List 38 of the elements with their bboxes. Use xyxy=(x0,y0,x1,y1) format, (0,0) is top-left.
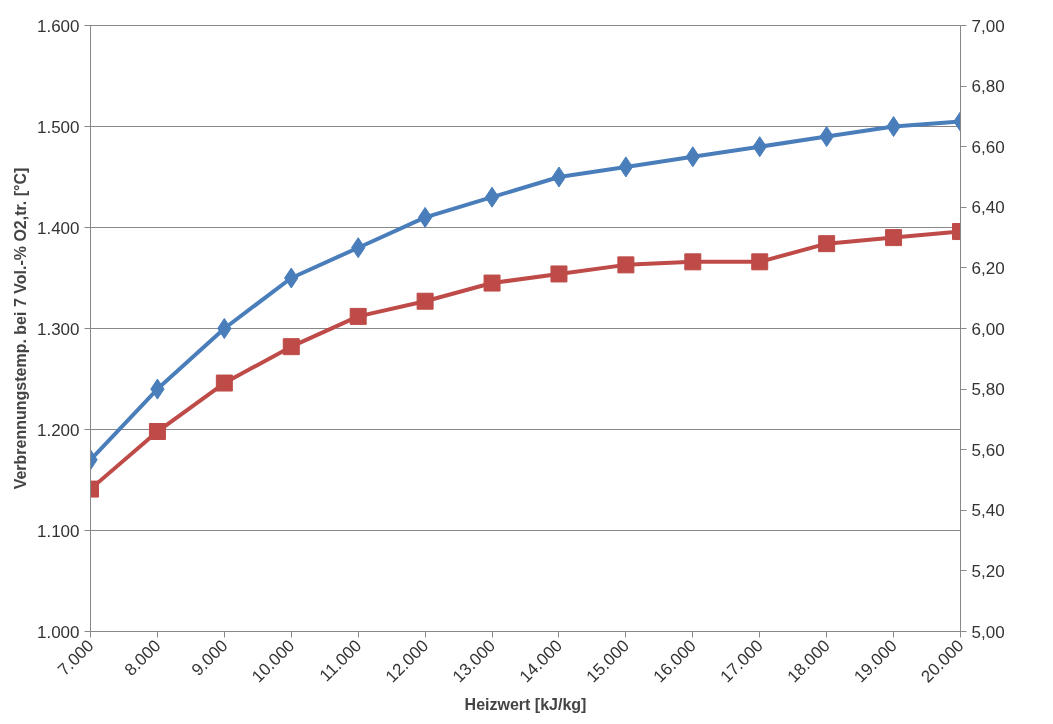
y2-tick-label: 6,40 xyxy=(971,198,1005,218)
y2-tick-label: 5,60 xyxy=(971,440,1005,460)
x-axis-title: Heizwert [kJ/kg] xyxy=(464,695,587,713)
point xyxy=(215,374,233,392)
y2-tick-label: 5,40 xyxy=(971,501,1005,521)
y2-tick-label: 6,00 xyxy=(971,319,1005,339)
y2-tick-label: 6,80 xyxy=(971,77,1005,97)
point xyxy=(886,116,901,137)
point xyxy=(282,338,300,356)
point xyxy=(484,186,500,208)
y2-tick-label: 7,00 xyxy=(971,16,1005,36)
point xyxy=(217,318,232,339)
point xyxy=(684,253,702,271)
y2-tick-label: 5,80 xyxy=(971,380,1005,400)
y-tick-label: 1.300 xyxy=(36,319,80,339)
y-tick-label: 1.600 xyxy=(36,16,80,36)
y2-tick-label: 5,20 xyxy=(971,561,1005,581)
y-tick-label: 1.500 xyxy=(36,117,80,137)
y-tick-label: 1.000 xyxy=(36,622,80,642)
y-tick-label: 1.400 xyxy=(36,218,80,238)
point xyxy=(618,156,634,178)
point xyxy=(550,265,568,283)
y-tick-label: 1.100 xyxy=(36,521,80,541)
y2-tick-label: 6,20 xyxy=(971,258,1005,278)
point xyxy=(416,292,434,310)
y-tick-label: 1.200 xyxy=(36,420,80,440)
point xyxy=(885,229,903,247)
point xyxy=(818,235,836,253)
point xyxy=(751,253,769,271)
y2-tick-label: 5,00 xyxy=(971,622,1005,642)
point xyxy=(617,256,635,274)
point xyxy=(148,423,166,441)
point xyxy=(483,274,501,292)
y-axis-title: Verbrennungstemp. bei 7 Vol.-% O2,tr. [°C] xyxy=(11,167,29,490)
point xyxy=(551,166,567,188)
y2-tick-label: 6,60 xyxy=(971,137,1005,157)
point xyxy=(417,206,433,228)
point xyxy=(349,307,367,325)
